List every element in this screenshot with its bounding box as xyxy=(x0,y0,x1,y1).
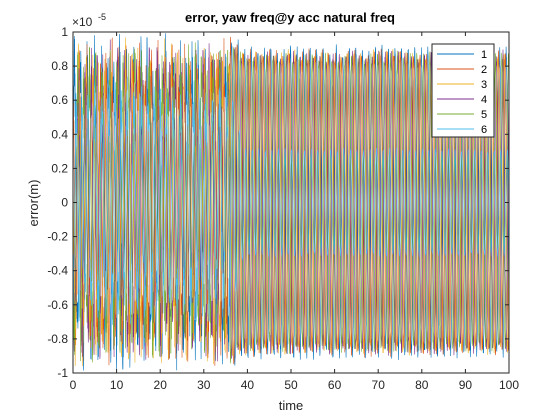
legend-label-2: 2 xyxy=(481,64,487,76)
x-tick-label: 0 xyxy=(70,378,77,392)
x-tick-label: 90 xyxy=(459,378,473,392)
y-tick-label: 0.8 xyxy=(51,59,68,73)
y-tick-label: 0.4 xyxy=(51,127,68,141)
y-tick-label: 0.2 xyxy=(51,161,68,175)
x-tick-label: 30 xyxy=(197,378,211,392)
y-exponent-power: -5 xyxy=(98,12,106,22)
x-axis-label: time xyxy=(279,398,304,413)
x-tick-label: 10 xyxy=(110,378,124,392)
y-tick-label: -0.6 xyxy=(47,298,68,312)
x-tick-label: 100 xyxy=(499,378,519,392)
legend-label-6: 6 xyxy=(481,124,487,136)
y-exponent-base: ×10 xyxy=(72,15,93,29)
x-tick-label: 60 xyxy=(328,378,342,392)
y-tick-label: -0.8 xyxy=(47,332,68,346)
chart-title: error, yaw freq@y acc natural freq xyxy=(185,10,395,25)
y-tick-label: 0 xyxy=(61,196,68,210)
series-line-1 xyxy=(73,33,509,371)
legend: 1 2 3 4 5 6 xyxy=(431,43,495,138)
y-tick-label: 1 xyxy=(61,25,68,39)
tick-group: 0 10 20 30 40 50 60 70 80 90 100-1-0.8-0.6-0.4-0.2… xyxy=(47,25,519,392)
y-tick-label: -1 xyxy=(57,366,68,380)
y-tick-label: -0.4 xyxy=(47,264,68,278)
x-tick-label: 80 xyxy=(415,378,429,392)
legend-box xyxy=(431,43,495,138)
x-tick-label: 40 xyxy=(241,378,255,392)
legend-label-1: 1 xyxy=(481,49,487,61)
y-axis-label: error(m) xyxy=(26,180,41,227)
x-tick-label: 70 xyxy=(372,378,386,392)
x-tick-label: 50 xyxy=(284,378,298,392)
series-line-4 xyxy=(73,39,509,362)
series-group xyxy=(73,33,509,371)
legend-label-3: 3 xyxy=(481,79,487,91)
x-tick-label: 20 xyxy=(154,378,168,392)
legend-label-4: 4 xyxy=(481,94,487,106)
y-tick-label: -0.2 xyxy=(47,230,68,244)
legend-label-5: 5 xyxy=(481,109,487,121)
y-tick-label: 0.6 xyxy=(51,93,68,107)
series-line-6 xyxy=(73,80,509,326)
